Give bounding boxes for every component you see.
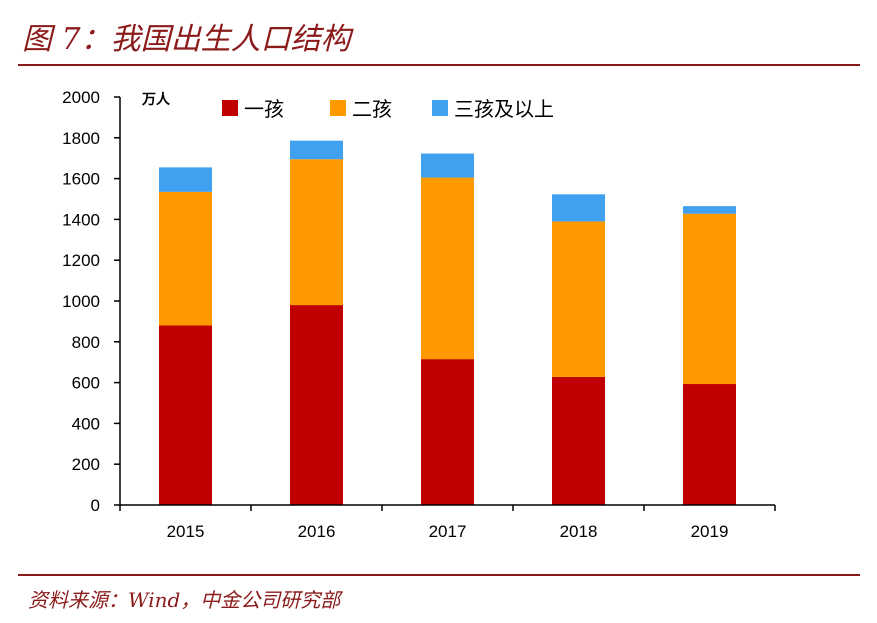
x-tick-label: 2015 bbox=[167, 522, 205, 541]
x-tick-label: 2018 bbox=[560, 522, 598, 541]
bar-segment-2017-series-0 bbox=[421, 359, 474, 505]
figure-title: 图 7：我国出生人口结构 bbox=[22, 22, 351, 57]
legend-swatch-0 bbox=[222, 100, 238, 116]
legend-label-0: 一孩 bbox=[244, 97, 284, 121]
bar-segment-2015-series-1 bbox=[159, 191, 212, 326]
bar-segment-2015-series-2 bbox=[159, 167, 212, 192]
bar-segment-2018-series-2 bbox=[552, 194, 605, 222]
legend-swatch-2 bbox=[432, 100, 448, 116]
legend-label-1: 二孩 bbox=[352, 97, 392, 121]
y-tick-label: 1800 bbox=[62, 129, 100, 148]
x-tick-label: 2019 bbox=[691, 522, 729, 541]
bar-segment-2019-series-1 bbox=[683, 213, 736, 385]
x-tick-label: 2017 bbox=[429, 522, 467, 541]
bar-segment-2016-series-1 bbox=[290, 159, 343, 306]
x-axis: 2015 2016 2017 2018 2019 bbox=[119, 504, 776, 541]
y-tick-label: 0 bbox=[91, 496, 100, 515]
bar-segment-2016-series-0 bbox=[290, 305, 343, 505]
y-tick-label: 400 bbox=[72, 414, 100, 433]
y-tick-label: 600 bbox=[72, 374, 100, 393]
y-tick-label: 1000 bbox=[62, 292, 100, 311]
y-axis-unit-label: 万人 bbox=[141, 91, 171, 108]
source-rule bbox=[18, 574, 860, 576]
legend-swatch-1 bbox=[330, 100, 346, 116]
legend: 一孩 二孩 三孩及以上 bbox=[222, 97, 554, 121]
y-tick-label: 1600 bbox=[62, 170, 100, 189]
y-tick-label: 1400 bbox=[62, 210, 100, 229]
bar-segment-2017-series-1 bbox=[421, 177, 474, 360]
bars-group bbox=[159, 140, 736, 505]
bar-segment-2017-series-2 bbox=[421, 153, 474, 178]
y-tick-label: 2000 bbox=[62, 88, 100, 107]
source-note: 资料来源：Wind，中金公司研究部 bbox=[28, 588, 341, 612]
x-tick-label: 2016 bbox=[298, 522, 336, 541]
y-tick-label: 1200 bbox=[62, 251, 100, 270]
y-tick-label: 800 bbox=[72, 333, 100, 352]
bar-segment-2015-series-0 bbox=[159, 325, 212, 505]
y-axis: 0 200 400 600 800 1000 1200 1400 1600 1800 2000 bbox=[62, 88, 121, 515]
bar-segment-2016-series-2 bbox=[290, 140, 343, 160]
y-tick-label: 200 bbox=[72, 455, 100, 474]
legend-label-2: 三孩及以上 bbox=[454, 97, 554, 121]
bar-segment-2018-series-1 bbox=[552, 221, 605, 377]
bar-segment-2019-series-2 bbox=[683, 206, 736, 214]
bar-segment-2018-series-0 bbox=[552, 376, 605, 505]
bar-segment-2019-series-0 bbox=[683, 384, 736, 505]
title-rule bbox=[18, 64, 860, 66]
